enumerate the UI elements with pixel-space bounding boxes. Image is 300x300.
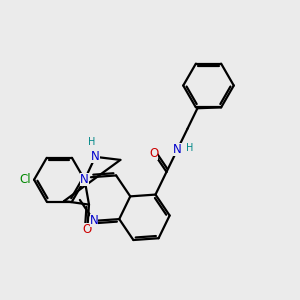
Text: H: H xyxy=(88,137,95,147)
Text: H: H xyxy=(186,143,193,153)
Text: O: O xyxy=(149,146,158,160)
Text: Cl: Cl xyxy=(20,173,31,186)
Text: N: N xyxy=(80,173,89,186)
Text: N: N xyxy=(91,150,100,163)
Text: N: N xyxy=(173,142,182,156)
Text: N: N xyxy=(90,214,98,227)
Text: O: O xyxy=(83,223,92,236)
